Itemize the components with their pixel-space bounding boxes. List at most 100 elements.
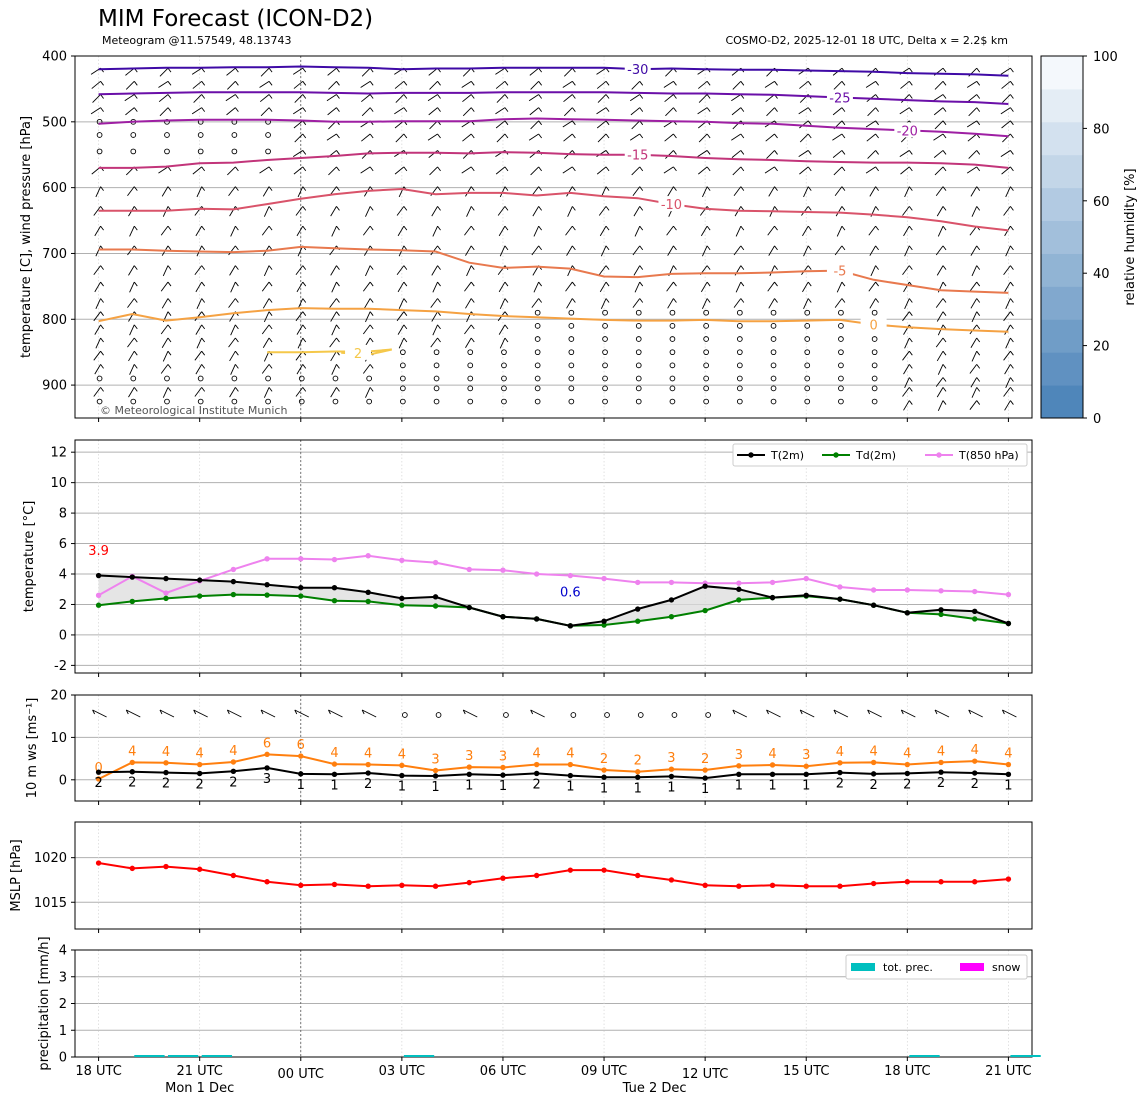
- data-point: [230, 759, 237, 765]
- wind-barb-flag: [470, 337, 475, 343]
- colorbar-band: [1041, 385, 1083, 419]
- data-point: [264, 879, 270, 885]
- wind-barb: [600, 298, 607, 309]
- wind-barb: [597, 133, 607, 143]
- calm-marker: [467, 349, 474, 356]
- calm-marker: [433, 398, 440, 405]
- wind-barb: [903, 400, 910, 411]
- calm-marker: [838, 398, 844, 405]
- wind-value-label: 1: [1004, 778, 1012, 793]
- wind-barb-flag: [100, 107, 104, 112]
- wind-barb: [259, 166, 270, 174]
- calm-marker: [534, 323, 541, 329]
- wind-barb-flag: [571, 67, 576, 73]
- wind-barb: [970, 186, 978, 197]
- wind-barb: [731, 133, 742, 141]
- wind-barb: [295, 265, 304, 276]
- calm-marker: [669, 398, 676, 405]
- wind-barb: [902, 265, 910, 276]
- wind-barb: [293, 120, 304, 129]
- wind-barb-flag: [942, 281, 947, 287]
- data-point: [938, 607, 944, 613]
- wind-barb-flag: [235, 94, 239, 99]
- data-point: [264, 592, 270, 598]
- wind-barb: [969, 400, 978, 410]
- wind-barb: [933, 133, 944, 141]
- wind-barb: [160, 324, 169, 335]
- wind-barb-flag: [470, 81, 475, 86]
- wind-barb-flag: [470, 265, 475, 270]
- wind-barb: [971, 206, 978, 217]
- colorbar-band: [1041, 56, 1083, 90]
- colorbar-band: [1041, 121, 1083, 156]
- wind-barb: [865, 120, 876, 128]
- wind-barb-flag: [1010, 225, 1014, 231]
- data-point: [432, 559, 439, 566]
- data-point: [904, 587, 911, 593]
- calm-marker: [602, 309, 608, 316]
- wind-barb: [802, 225, 809, 237]
- wind-barb-flag: [908, 67, 913, 73]
- wind-barb: [969, 225, 978, 236]
- wind-barb: [1003, 265, 1011, 276]
- wind-barb: [464, 281, 472, 292]
- wind-barb-flag: [875, 166, 879, 172]
- data-point: [567, 772, 574, 779]
- mslp-ylabel: MSLP [hPa]: [9, 839, 24, 911]
- wind-barb: [94, 281, 101, 293]
- data-point: [163, 863, 169, 870]
- wind-barb-flag: [673, 166, 677, 172]
- calm-marker: [736, 398, 743, 405]
- wind-barb-flag: [1010, 166, 1014, 172]
- data-point: [938, 759, 944, 766]
- wind-barb-flag: [437, 281, 441, 287]
- wind-barb-flag: [167, 225, 172, 231]
- wind-barb: [93, 311, 101, 322]
- wind-barb: [530, 81, 539, 90]
- wind-barb-flag: [908, 311, 913, 316]
- wind-barb-flag: [908, 225, 913, 231]
- wind-barb: [461, 166, 472, 174]
- wind-barb: [127, 337, 135, 348]
- wind-barb: [127, 186, 135, 197]
- wind-barb: [867, 107, 876, 117]
- time-tick-label: 09 UTC: [581, 1064, 627, 1079]
- wind-barb: [971, 265, 978, 277]
- wind-value-label: 2: [869, 778, 877, 793]
- wind-barb: [971, 311, 978, 323]
- wind-barb-flag: [361, 709, 365, 715]
- wind-barb: [330, 265, 337, 276]
- calm-marker: [197, 132, 204, 138]
- wind-barb-flag: [976, 387, 981, 392]
- calm-marker: [669, 309, 676, 316]
- wind-barb-flag: [336, 387, 340, 392]
- calm-marker: [400, 385, 406, 392]
- wind-barb-flag: [740, 81, 745, 86]
- mslp-ytick-label: 1015: [34, 896, 67, 911]
- wind-barb-flag: [167, 364, 172, 369]
- data-point: [365, 761, 371, 768]
- wind-barb-flag: [807, 107, 812, 112]
- wind-barb-flag: [133, 298, 138, 303]
- wind-barb-flag: [605, 265, 610, 270]
- temperature-frame: [74, 439, 1033, 674]
- wind-barb: [631, 166, 641, 176]
- wind-barb-flag: [807, 245, 812, 251]
- wind-barb-flag: [336, 186, 340, 191]
- data-point: [972, 758, 978, 764]
- wind-value-label: 2: [533, 777, 541, 792]
- wind-barb: [767, 225, 775, 236]
- wind-barb: [968, 709, 983, 718]
- wind-frame: [74, 694, 1033, 802]
- calm-marker: [871, 375, 878, 382]
- data-point: [635, 618, 641, 624]
- wind-series-line: [98, 753, 1009, 780]
- data-point: [1005, 591, 1012, 598]
- wind-barb-flag: [673, 281, 677, 287]
- wind-barb-flag: [235, 186, 239, 191]
- data-point: [769, 594, 776, 601]
- calm-marker: [433, 362, 440, 369]
- data-point: [1005, 771, 1012, 777]
- wind-barb: [937, 364, 944, 375]
- wind-barb: [629, 94, 640, 102]
